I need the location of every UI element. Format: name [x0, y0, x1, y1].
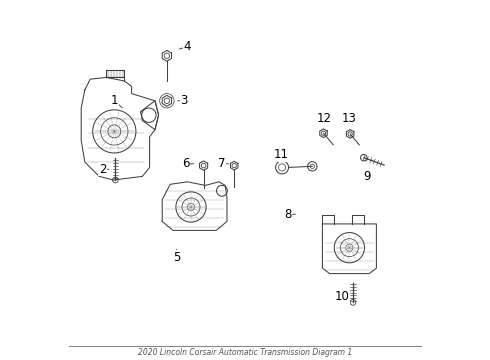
Text: 1: 1: [111, 94, 119, 107]
Text: 4: 4: [184, 40, 191, 53]
Text: 2020 Lincoln Corsair Automatic Transmission Diagram 1: 2020 Lincoln Corsair Automatic Transmiss…: [138, 348, 352, 356]
Text: 8: 8: [285, 208, 292, 221]
Text: 11: 11: [273, 148, 289, 161]
Text: 9: 9: [364, 170, 371, 183]
Text: 7: 7: [218, 157, 225, 170]
Text: 2: 2: [99, 163, 106, 176]
Text: 13: 13: [342, 112, 357, 125]
Text: 12: 12: [317, 112, 332, 125]
Text: 6: 6: [182, 157, 189, 170]
Text: 3: 3: [180, 94, 188, 107]
Text: 5: 5: [173, 251, 180, 264]
Text: 10: 10: [335, 291, 350, 303]
